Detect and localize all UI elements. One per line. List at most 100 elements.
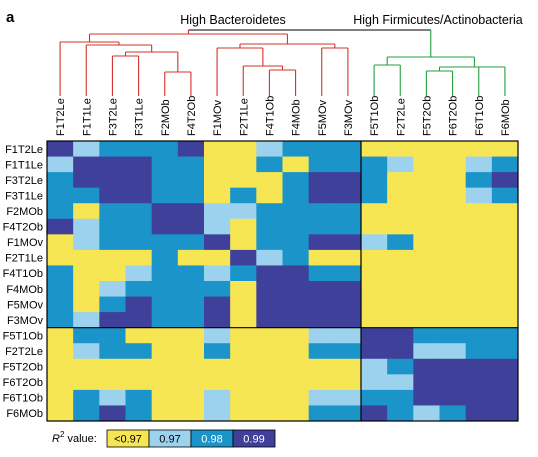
heatmap-cell bbox=[151, 405, 179, 422]
heatmap-cell bbox=[47, 281, 74, 297]
heatmap-cell bbox=[439, 234, 467, 251]
heatmap-cell bbox=[230, 265, 257, 282]
heatmap-frame bbox=[46, 140, 519, 422]
heatmap-cell bbox=[308, 374, 336, 391]
heatmap-cell bbox=[413, 389, 440, 406]
heatmap-cell bbox=[151, 234, 179, 251]
dendrogram bbox=[59, 29, 506, 96]
row-label: F3T1Le bbox=[5, 190, 43, 202]
heatmap-cell bbox=[334, 141, 362, 157]
heatmap-cell bbox=[47, 358, 74, 375]
heatmap-cell bbox=[491, 141, 519, 157]
heatmap-cell bbox=[151, 374, 179, 391]
heatmap-cell bbox=[465, 249, 493, 266]
heatmap-cell bbox=[361, 327, 388, 344]
heatmap-cell bbox=[439, 358, 467, 375]
column-label: F2T2Le bbox=[395, 98, 407, 136]
heatmap-cell bbox=[361, 249, 388, 266]
heatmap-cell bbox=[47, 296, 74, 313]
heatmap-cell bbox=[73, 358, 100, 375]
heatmap-cell bbox=[439, 141, 467, 157]
heatmap-cell bbox=[177, 249, 205, 266]
heatmap-cell bbox=[334, 343, 362, 360]
heatmap-cell bbox=[230, 374, 257, 391]
heatmap-cell bbox=[125, 312, 153, 329]
heatmap-cell bbox=[282, 265, 310, 282]
heatmap-cell bbox=[256, 327, 283, 344]
row-label: F1T2Le bbox=[5, 144, 43, 156]
heatmap-cell bbox=[99, 358, 126, 375]
heatmap-cell bbox=[491, 156, 519, 173]
heatmap-cell bbox=[282, 389, 310, 406]
heatmap-cell bbox=[413, 312, 440, 329]
row-label: F5MOv bbox=[7, 299, 44, 311]
heatmap-cell bbox=[151, 265, 179, 282]
heatmap-cell bbox=[47, 141, 74, 157]
heatmap-cell bbox=[47, 312, 74, 329]
heatmap-cell bbox=[282, 234, 310, 251]
legend-entry: 0.97 bbox=[159, 434, 180, 446]
heatmap-cell bbox=[47, 265, 74, 282]
heatmap-cell bbox=[491, 249, 519, 266]
column-label: F3T2Le bbox=[107, 98, 119, 136]
row-label: F1MOv bbox=[7, 237, 44, 249]
column-label: F4MOb bbox=[291, 99, 303, 136]
heatmap-cell bbox=[125, 374, 153, 391]
heatmap-cell bbox=[282, 296, 310, 313]
heatmap-cell bbox=[99, 374, 126, 391]
heatmap-cell bbox=[413, 296, 440, 313]
heatmap-cell bbox=[47, 327, 74, 344]
heatmap-cell bbox=[73, 203, 100, 220]
heatmap-cell bbox=[491, 203, 519, 220]
heatmap-cell bbox=[282, 141, 310, 157]
heatmap-cell bbox=[230, 281, 257, 297]
heatmap-cell bbox=[177, 265, 205, 282]
heatmap-cell bbox=[99, 172, 126, 189]
heatmap-cell bbox=[413, 343, 440, 360]
heatmap-cell bbox=[308, 312, 336, 329]
row-label: F3MOv bbox=[7, 315, 44, 327]
column-label: F6MOb bbox=[500, 99, 512, 136]
column-label: F3T1Le bbox=[134, 98, 146, 136]
heatmap-cell bbox=[361, 156, 388, 173]
heatmap-cell bbox=[439, 374, 467, 391]
heatmap-cell bbox=[99, 141, 126, 157]
heatmap-cell bbox=[73, 312, 100, 329]
heatmap-cell bbox=[465, 218, 493, 235]
heatmap-cell bbox=[465, 312, 493, 329]
heatmap-cell bbox=[361, 265, 388, 282]
heatmap-cell bbox=[125, 172, 153, 189]
heatmap-cell bbox=[230, 296, 257, 313]
heatmap-cell bbox=[413, 405, 440, 422]
heatmap-cell bbox=[387, 389, 414, 406]
row-label: F2T2Le bbox=[5, 346, 43, 358]
heatmap-cell bbox=[387, 265, 414, 282]
heatmap-cell bbox=[439, 172, 467, 189]
heatmap-cell bbox=[387, 281, 414, 297]
heatmap-cell bbox=[151, 343, 179, 360]
heatmap-cell bbox=[99, 187, 126, 204]
heatmap-cell bbox=[99, 327, 126, 344]
heatmap-cell bbox=[47, 234, 74, 251]
heatmap-cell bbox=[439, 265, 467, 282]
column-label: F4T1Ob bbox=[264, 96, 276, 136]
heatmap-cell bbox=[256, 374, 283, 391]
heatmap-cell bbox=[282, 343, 310, 360]
heatmap-cell bbox=[230, 327, 257, 344]
heatmap-cell bbox=[387, 156, 414, 173]
heatmap-cell bbox=[361, 187, 388, 204]
heatmap-cell bbox=[256, 296, 283, 313]
heatmap-cell bbox=[230, 249, 257, 266]
heatmap-cell bbox=[99, 234, 126, 251]
heatmap-cell bbox=[177, 405, 205, 422]
heatmap-cell bbox=[73, 156, 100, 173]
heatmap-cell bbox=[282, 405, 310, 422]
row-label: F4T2Ob bbox=[3, 222, 43, 234]
heatmap-cell bbox=[308, 203, 336, 220]
heatmap-cell bbox=[387, 218, 414, 235]
heatmap-cell bbox=[177, 374, 205, 391]
heatmap-cell bbox=[73, 296, 100, 313]
heatmap-cell bbox=[177, 234, 205, 251]
heatmap-cell bbox=[308, 343, 336, 360]
